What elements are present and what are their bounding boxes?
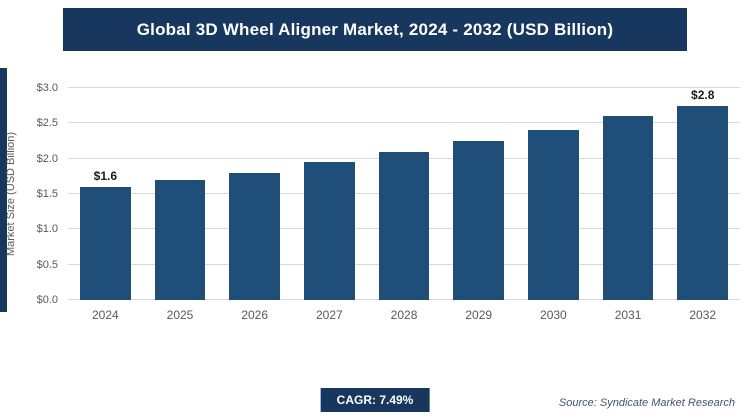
y-tick-label: $2.0 [36, 152, 58, 165]
bar-value-label: $2.8 [691, 88, 715, 102]
bar-2025 [154, 179, 206, 300]
y-axis-ticks: $0.0 $0.5 $1.0 $1.5 $2.0 $2.5 $3.0 [20, 82, 62, 306]
chart-title-banner: Global 3D Wheel Aligner Market, 2024 - 2… [63, 8, 687, 51]
bar-value-label: $1.6 [93, 168, 118, 183]
y-tick-label: $3.0 [36, 82, 58, 94]
left-accent-strip [0, 68, 7, 312]
x-axis-labels: 2024 2025 2026 2027 2028 2029 2030 2031 2032 [68, 308, 740, 322]
y-tick-label: $2.5 [36, 117, 58, 130]
x-tick-label: 2025 [166, 308, 194, 322]
bar-slot [217, 88, 292, 300]
x-tick-label: 2026 [241, 308, 269, 322]
x-tick-label: 2028 [390, 308, 418, 322]
bar-2029 [453, 141, 505, 300]
bar-slot: $1.6 [68, 88, 143, 300]
bars-row: $1.6 $2.8 [68, 88, 740, 300]
bar-slot [516, 88, 591, 300]
bar-slot [143, 88, 218, 300]
bar-2027 [303, 162, 355, 300]
y-tick-label: $0.0 [36, 294, 58, 306]
cagr-label: CAGR: 7.49% [336, 393, 414, 407]
bar-slot [292, 88, 367, 300]
bar-slot [441, 88, 516, 300]
bar-slot: $2.8 [665, 88, 740, 300]
bar-2026 [229, 172, 281, 300]
bar-slot [591, 88, 666, 300]
bar-2024 [79, 186, 131, 300]
y-tick-label: $1.0 [36, 223, 58, 236]
bar-2031 [602, 116, 654, 300]
x-tick-label: 2029 [465, 308, 493, 322]
bar-2032 [677, 106, 729, 300]
cagr-badge: CAGR: 7.49% [320, 388, 430, 412]
plot-area: $1.6 $2.8 [68, 87, 740, 300]
chart-title: Global 3D Wheel Aligner Market, 2024 - 2… [136, 19, 614, 39]
bar-slot [367, 88, 442, 300]
x-tick-label: 2031 [614, 308, 642, 322]
gridline [68, 122, 740, 124]
x-tick-label: 2030 [540, 308, 567, 322]
y-axis-title: Market Size (USD Billion) [5, 131, 17, 257]
x-tick-label: 2024 [91, 308, 119, 322]
y-tick-label: $0.5 [36, 258, 58, 271]
x-tick-label: 2027 [316, 308, 343, 322]
bar-2030 [527, 130, 579, 300]
source-text: Source: Syndicate Market Research [558, 397, 735, 409]
bar-2028 [378, 151, 430, 300]
x-tick-label: 2032 [689, 308, 717, 322]
y-tick-label: $1.5 [36, 188, 58, 200]
gridline [68, 87, 740, 88]
